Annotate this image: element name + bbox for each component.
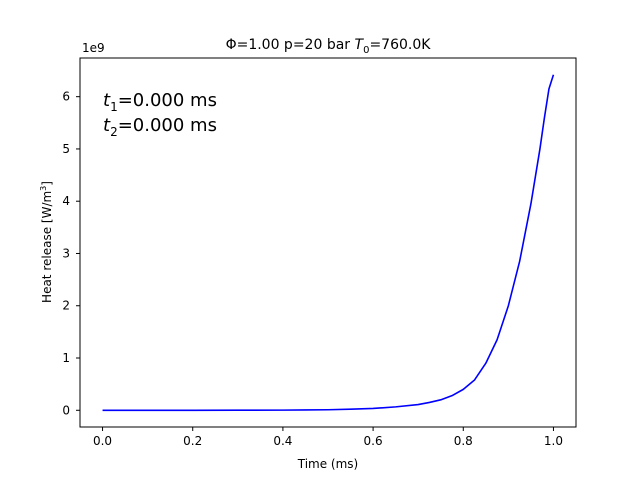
x-tick-label: 0.6: [364, 434, 383, 448]
y-tick-label: 0: [62, 403, 70, 417]
y-tick-label: 5: [62, 142, 70, 156]
title-sub: 0: [363, 45, 369, 56]
x-tick-label: 1.0: [544, 434, 563, 448]
y-tick-label: 6: [62, 90, 70, 104]
series-line: [102, 74, 555, 412]
title-suffix: =760.0K: [369, 37, 431, 53]
y-axis-label: Heat release [W/m3]: [39, 181, 54, 303]
title-var: T: [355, 37, 365, 53]
x-tick-label: 0.8: [454, 434, 473, 448]
x-tick-label: 0.2: [183, 434, 202, 448]
y-offset-label: 1e9: [82, 41, 105, 55]
plot-frame: [79, 57, 577, 428]
title-prefix: Φ=1.00 p=20 bar: [226, 37, 355, 53]
annotation-t1: t1=0.000 ms: [103, 90, 217, 114]
y-tick-label: 4: [62, 194, 70, 208]
y-tick-label: 1: [62, 351, 70, 365]
annotation-t2: t2=0.000 ms: [103, 115, 217, 139]
y-axis-label-sup: 3: [39, 186, 48, 191]
y-axis-label-end: ]: [40, 181, 54, 186]
chart-title: Φ=1.00 p=20 bar T0=760.0K: [226, 37, 432, 56]
plot-lines: [102, 74, 555, 412]
y-axis-label-main: Heat release [W/m: [40, 191, 54, 303]
y-tick-label: 3: [62, 246, 70, 260]
x-axis-label: Time (ms): [297, 457, 359, 471]
x-tick-label: 0.4: [273, 434, 292, 448]
y-tick-label: 2: [62, 299, 70, 313]
axis-ticks: 0.0 0.2 0.4 0.6 0.8 1.0 0 1 2 3 4 5 6: [62, 90, 563, 448]
x-tick-label: 0.0: [93, 434, 112, 448]
